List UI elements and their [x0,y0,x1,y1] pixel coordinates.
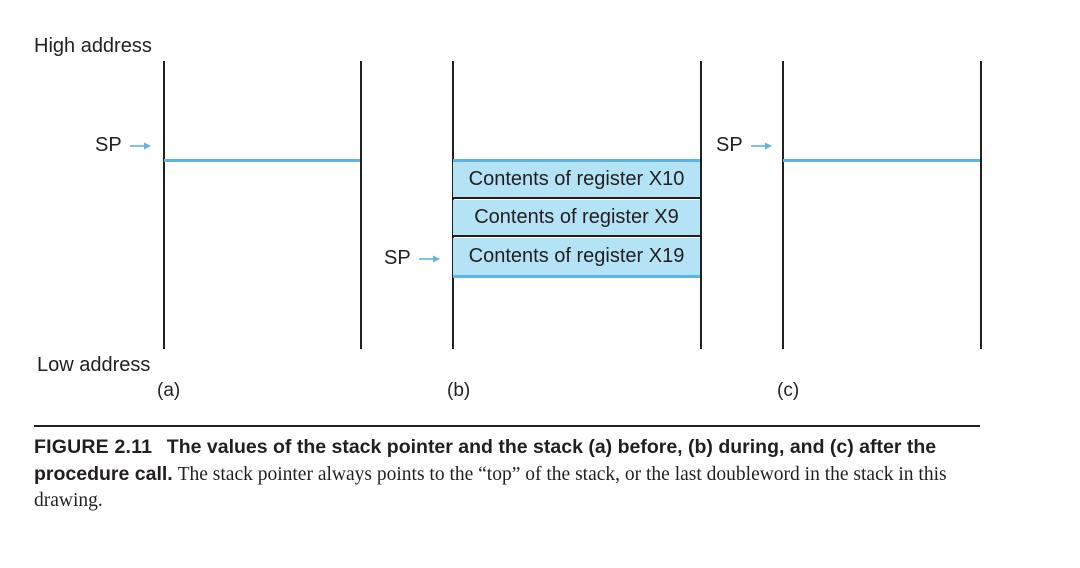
stack-top-line [164,159,360,162]
sp-pointer-b: SP [384,247,441,270]
stack-wall-left [782,61,784,349]
figure-title: The values of the stack pointer and the … [34,436,937,485]
stack-top-line [783,159,980,162]
figure-caption: FIGURE 2.11 The values of the stack poin… [34,434,984,514]
panel-a-label: (a) [157,380,181,401]
stack-cell-x9: Contents of register X9 [453,200,700,237]
sp-label: SP [384,247,411,269]
high-address-label: High address [34,35,152,57]
sp-label: SP [716,134,743,156]
panel-c-label: (c) [777,380,800,401]
arrow-right-icon [750,142,772,149]
sp-label: SP [95,134,122,156]
sp-pointer-c: SP [716,134,773,157]
sp-pointer-a: SP [95,134,152,157]
stack-wall-left [452,61,454,349]
stack-wall-right [980,61,982,349]
stack-top-line [453,159,700,162]
figure-number: FIGURE 2.11 [34,436,153,458]
stack-cell-x10: Contents of register X10 [453,162,700,199]
stack-wall-left [163,61,165,349]
panel-b-label: (b) [447,380,471,401]
low-address-label: Low address [37,354,151,376]
arrow-right-icon [129,142,151,149]
stack-cell-x19: Contents of register X19 [453,238,700,278]
caption-rule [34,425,980,427]
arrow-right-icon [418,255,440,262]
stack-wall-right [700,61,702,349]
stack-wall-right [360,61,362,349]
figure-body: The stack pointer always points to the “… [34,464,947,511]
